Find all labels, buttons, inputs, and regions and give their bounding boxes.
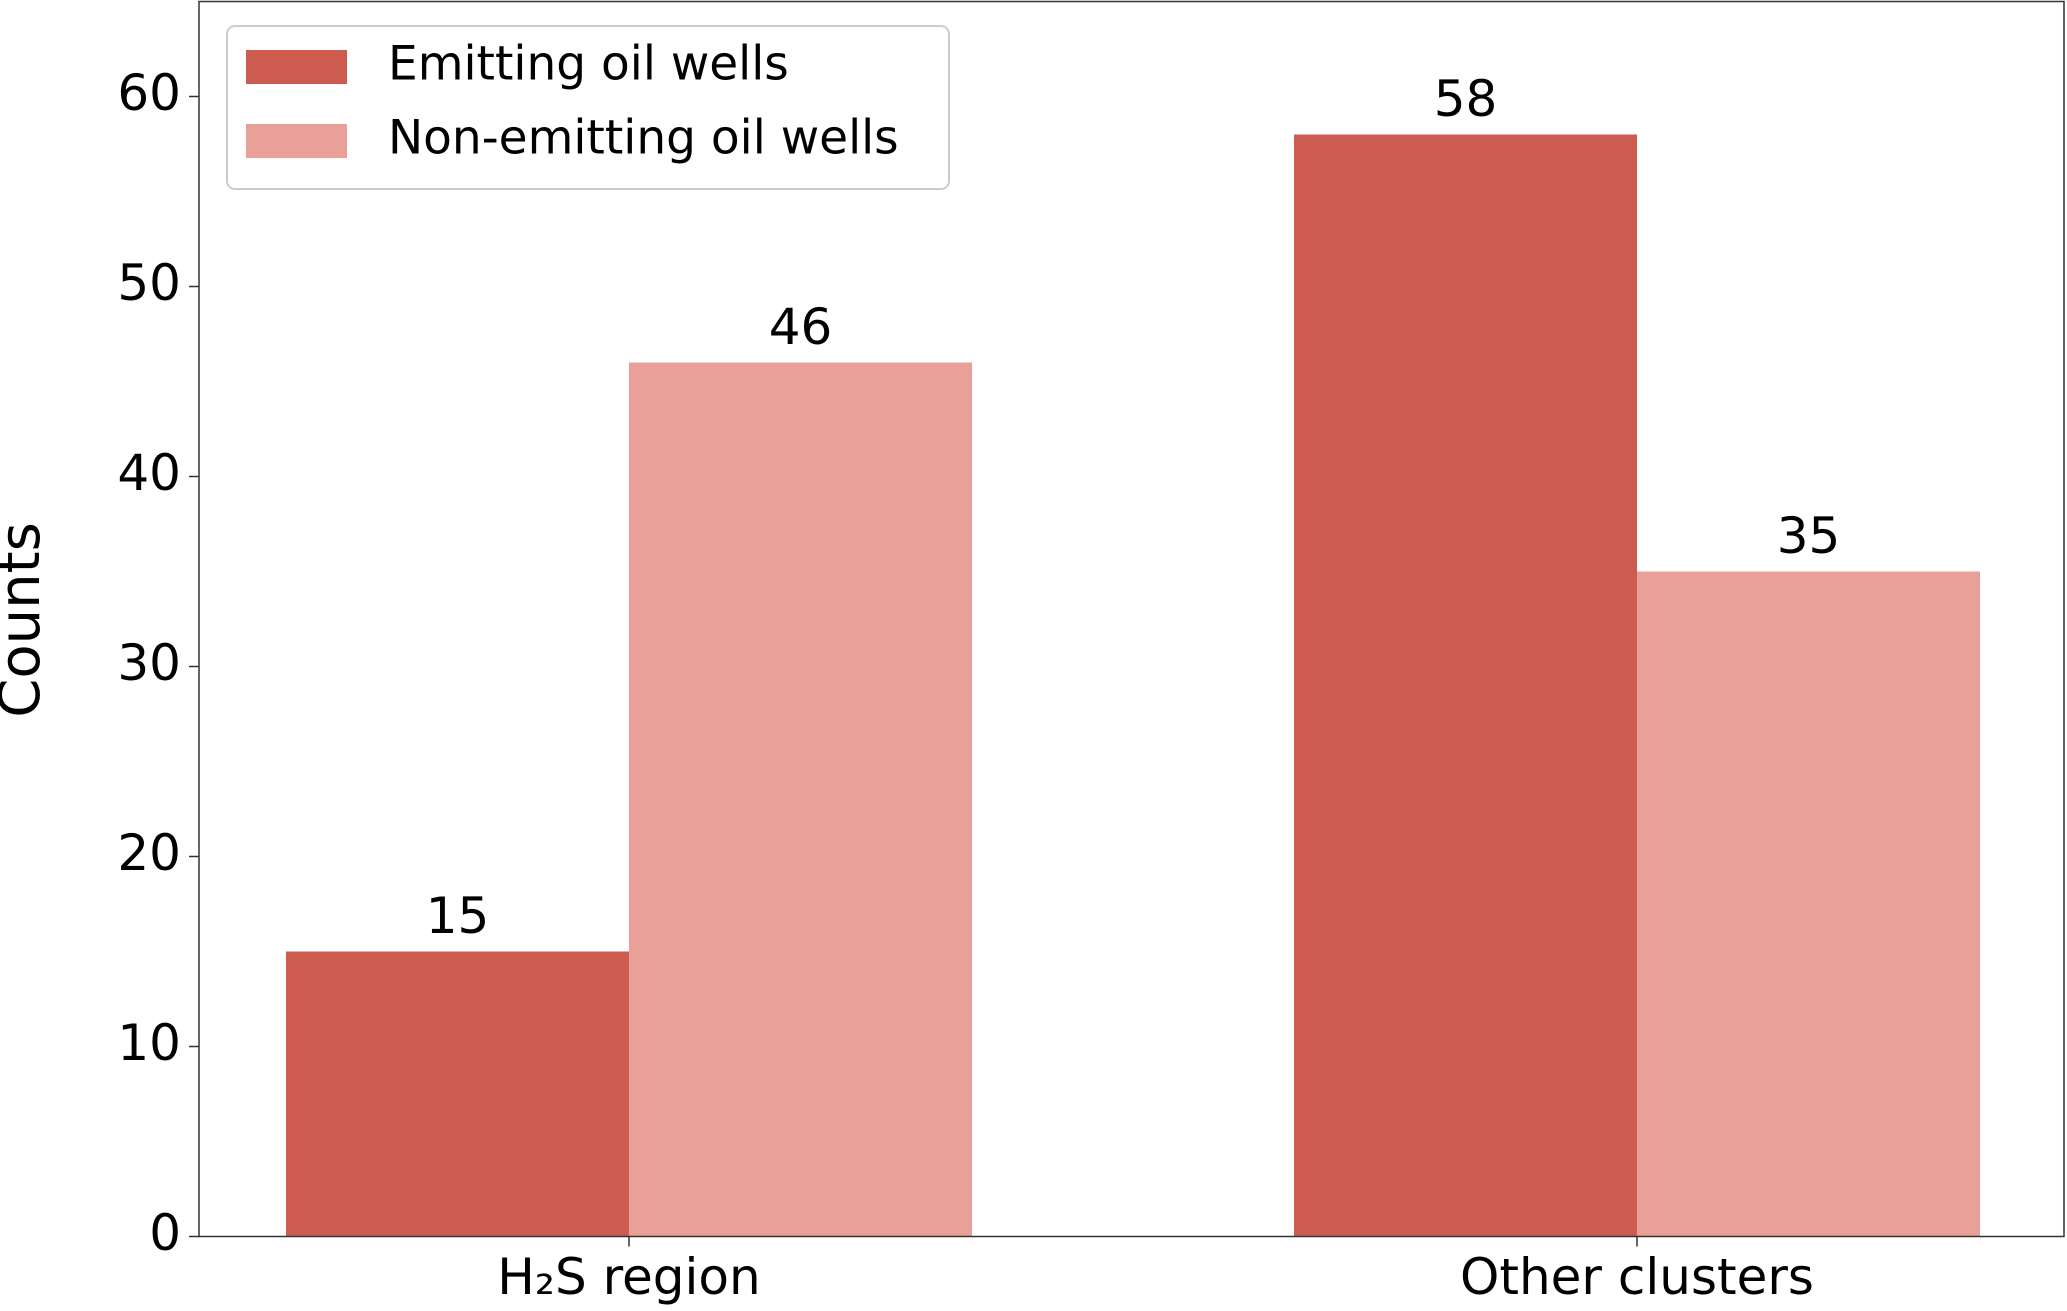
value-label: 46: [769, 298, 833, 356]
x-tick-label: H₂S region: [497, 1248, 760, 1306]
y-tick-label: 50: [117, 254, 181, 312]
y-tick-label: 0: [149, 1204, 181, 1262]
y-tick-label: 30: [117, 634, 181, 692]
bar: [286, 951, 629, 1237]
bar: [1637, 571, 1980, 1237]
bar: [629, 362, 972, 1237]
legend-box: [226, 25, 950, 190]
value-label: 15: [426, 887, 490, 945]
value-label: 58: [1434, 70, 1498, 128]
value-label: 35: [1777, 507, 1841, 565]
y-tick-label: 60: [117, 64, 181, 122]
y-tick-label: 20: [117, 824, 181, 882]
legend-swatch: [246, 124, 347, 158]
legend-label: Emitting oil wells: [388, 37, 789, 92]
bar: [1294, 134, 1637, 1237]
legend-label: Non-emitting oil wells: [388, 111, 899, 166]
y-tick-label: 40: [117, 444, 181, 502]
y-axis-label: Counts: [0, 522, 53, 717]
legend-swatch: [246, 50, 347, 84]
plot-frame: [198, 0, 2065, 1238]
y-tick-label: 10: [117, 1014, 181, 1072]
x-tick-label: Other clusters: [1460, 1248, 1814, 1306]
